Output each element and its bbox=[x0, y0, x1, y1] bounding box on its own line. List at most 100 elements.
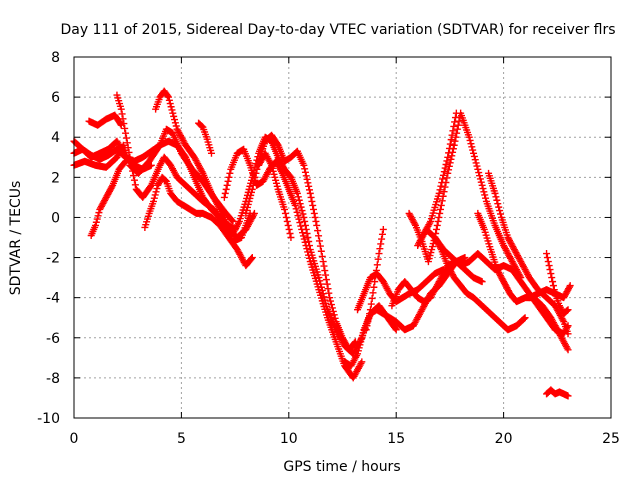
data-point bbox=[564, 392, 572, 400]
data-point bbox=[172, 122, 180, 130]
data-point bbox=[452, 133, 460, 141]
data-point bbox=[438, 179, 446, 187]
data-point bbox=[437, 205, 445, 213]
data-point bbox=[155, 142, 163, 150]
data-point bbox=[317, 247, 325, 255]
data-point bbox=[321, 296, 329, 304]
data-point bbox=[470, 149, 478, 157]
data-point bbox=[305, 182, 313, 190]
data-point bbox=[305, 186, 313, 194]
data-point bbox=[224, 177, 232, 185]
x-tick-label: 10 bbox=[280, 431, 298, 447]
data-point bbox=[317, 280, 325, 288]
data-series bbox=[152, 87, 258, 241]
data-point bbox=[365, 314, 373, 322]
data-point bbox=[129, 167, 137, 175]
data-point bbox=[295, 196, 303, 204]
data-point bbox=[313, 221, 321, 229]
data-point bbox=[441, 164, 449, 172]
data-point bbox=[310, 209, 318, 217]
data-point bbox=[126, 153, 134, 161]
data-point bbox=[123, 139, 131, 147]
data-point bbox=[474, 165, 482, 173]
data-point bbox=[122, 134, 130, 142]
data-point bbox=[164, 92, 172, 100]
data-point bbox=[166, 100, 174, 108]
x-tick-label: 0 bbox=[70, 431, 79, 447]
data-point bbox=[311, 213, 319, 221]
data-point bbox=[229, 217, 237, 225]
data-point bbox=[301, 168, 309, 176]
data-point bbox=[207, 149, 215, 157]
data-point bbox=[320, 293, 328, 301]
data-point bbox=[476, 172, 484, 180]
data-point bbox=[94, 212, 102, 220]
data-point bbox=[301, 165, 309, 173]
data-point bbox=[440, 168, 448, 176]
data-point bbox=[167, 103, 175, 111]
data-point bbox=[454, 121, 462, 129]
data-point bbox=[444, 169, 452, 177]
data-point bbox=[378, 235, 386, 243]
data-point bbox=[471, 156, 479, 164]
data-point bbox=[391, 325, 399, 333]
data-point bbox=[324, 285, 332, 293]
data-point bbox=[293, 189, 301, 197]
data-point bbox=[328, 304, 336, 312]
data-point bbox=[543, 254, 551, 262]
data-point bbox=[320, 262, 328, 270]
data-point bbox=[496, 207, 504, 215]
data-point bbox=[378, 230, 386, 238]
data-point bbox=[453, 129, 461, 137]
data-series bbox=[141, 173, 256, 270]
data-point bbox=[169, 109, 177, 117]
data-point bbox=[312, 217, 320, 225]
data-point bbox=[304, 234, 312, 241]
data-point bbox=[223, 181, 231, 189]
data-point bbox=[478, 278, 486, 286]
data-point bbox=[314, 227, 322, 235]
data-point bbox=[375, 250, 383, 258]
data-point bbox=[392, 326, 400, 334]
data-point bbox=[296, 200, 304, 208]
data-point bbox=[168, 106, 176, 114]
data-point bbox=[281, 205, 289, 213]
data-point bbox=[301, 217, 309, 225]
data-point bbox=[151, 191, 159, 199]
data-point bbox=[368, 294, 376, 302]
data-point bbox=[171, 116, 179, 124]
data-point bbox=[315, 237, 323, 245]
data-point bbox=[220, 193, 228, 201]
data-point bbox=[93, 215, 101, 223]
data-points bbox=[70, 87, 574, 400]
data-point bbox=[294, 212, 302, 220]
data-point bbox=[91, 221, 99, 229]
data-point bbox=[315, 232, 323, 240]
data-point bbox=[475, 169, 483, 177]
data-point bbox=[565, 283, 573, 291]
data-point bbox=[215, 204, 223, 212]
data-point bbox=[124, 144, 132, 152]
data-point bbox=[300, 213, 308, 221]
data-point bbox=[170, 112, 178, 120]
x-tick-label: 25 bbox=[602, 431, 620, 447]
data-point bbox=[362, 326, 370, 334]
data-point bbox=[221, 189, 229, 197]
data-point bbox=[493, 196, 501, 204]
data-series bbox=[543, 386, 572, 400]
y-tick-label: -10 bbox=[37, 411, 60, 427]
data-point bbox=[472, 159, 480, 167]
data-point bbox=[476, 175, 484, 183]
data-point bbox=[293, 208, 301, 216]
data-point bbox=[435, 213, 443, 221]
data-point bbox=[285, 225, 293, 233]
data-point bbox=[303, 229, 311, 237]
data-point bbox=[466, 136, 474, 144]
data-point bbox=[92, 218, 100, 226]
data-point bbox=[165, 96, 173, 104]
data-point bbox=[121, 124, 129, 132]
y-tick-label: -4 bbox=[46, 291, 60, 307]
data-series bbox=[525, 282, 574, 302]
x-axis-label: GPS time / hours bbox=[283, 459, 400, 475]
data-point bbox=[445, 144, 453, 152]
